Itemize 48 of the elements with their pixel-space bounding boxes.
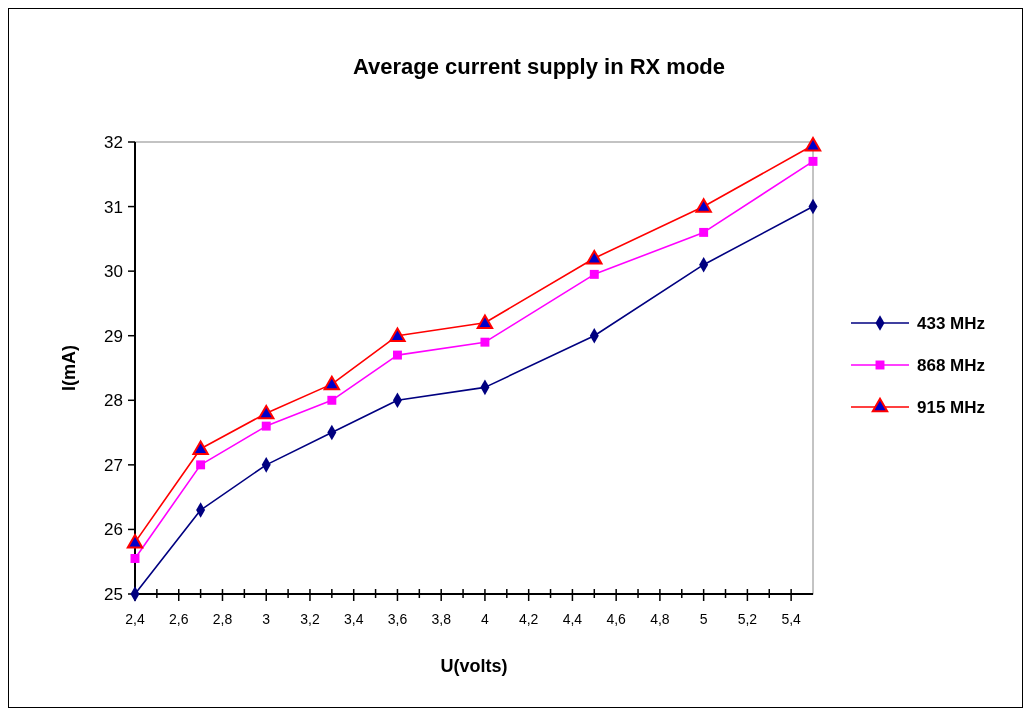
point <box>126 534 144 549</box>
point <box>389 327 406 342</box>
y-tick-label: 30 <box>104 262 123 282</box>
y-tick-label: 25 <box>104 584 123 604</box>
point <box>392 350 402 360</box>
y-tick-label: 27 <box>104 455 123 475</box>
x-tick-label: 4 <box>481 611 490 627</box>
x-tick-label: 3,6 <box>387 611 408 627</box>
point <box>261 421 271 431</box>
x-axis-title: U(volts) <box>440 656 508 676</box>
x-tick-label: 2,8 <box>212 611 233 627</box>
y-axis-title: I(mA) <box>59 345 79 391</box>
x-tick-label: 4,8 <box>650 611 670 627</box>
legend-label: 915 MHz <box>917 397 986 417</box>
point <box>130 554 140 563</box>
x-tick-label: 2,4 <box>125 611 145 627</box>
chart-title: Average current supply in RX mode <box>352 54 726 79</box>
point <box>586 249 603 265</box>
point <box>804 136 822 152</box>
x-tick-label: 5,4 <box>781 611 802 627</box>
point <box>327 395 337 405</box>
x-tick-label: 3 <box>262 611 271 627</box>
legend-label: 868 MHz <box>917 355 986 375</box>
x-tick-label: 4,4 <box>562 611 583 627</box>
y-tick-label: 28 <box>104 391 123 411</box>
x-tick-label: 3,2 <box>300 611 320 627</box>
point <box>695 198 712 213</box>
x-tick-label: 3,8 <box>431 611 452 627</box>
y-tick-label: 26 <box>104 520 123 540</box>
point <box>699 227 709 237</box>
x-tick-label: 3,4 <box>343 611 364 627</box>
x-tick-label: 5 <box>699 611 708 627</box>
point <box>808 156 818 166</box>
y-tick-label: 31 <box>104 197 123 217</box>
point <box>589 269 599 279</box>
x-tick-label: 4,2 <box>518 611 539 627</box>
y-tick-label: 32 <box>104 132 123 152</box>
point <box>192 440 209 455</box>
point <box>196 460 206 470</box>
x-tick-label: 4,6 <box>606 611 627 627</box>
x-tick-label: 5,2 <box>737 611 758 627</box>
y-tick-label: 29 <box>104 326 123 346</box>
point <box>480 337 490 347</box>
point <box>258 404 275 420</box>
point <box>476 314 494 329</box>
x-tick-label: 2,6 <box>169 611 189 627</box>
legend-label: 433 MHz <box>917 313 986 333</box>
point <box>323 375 341 391</box>
